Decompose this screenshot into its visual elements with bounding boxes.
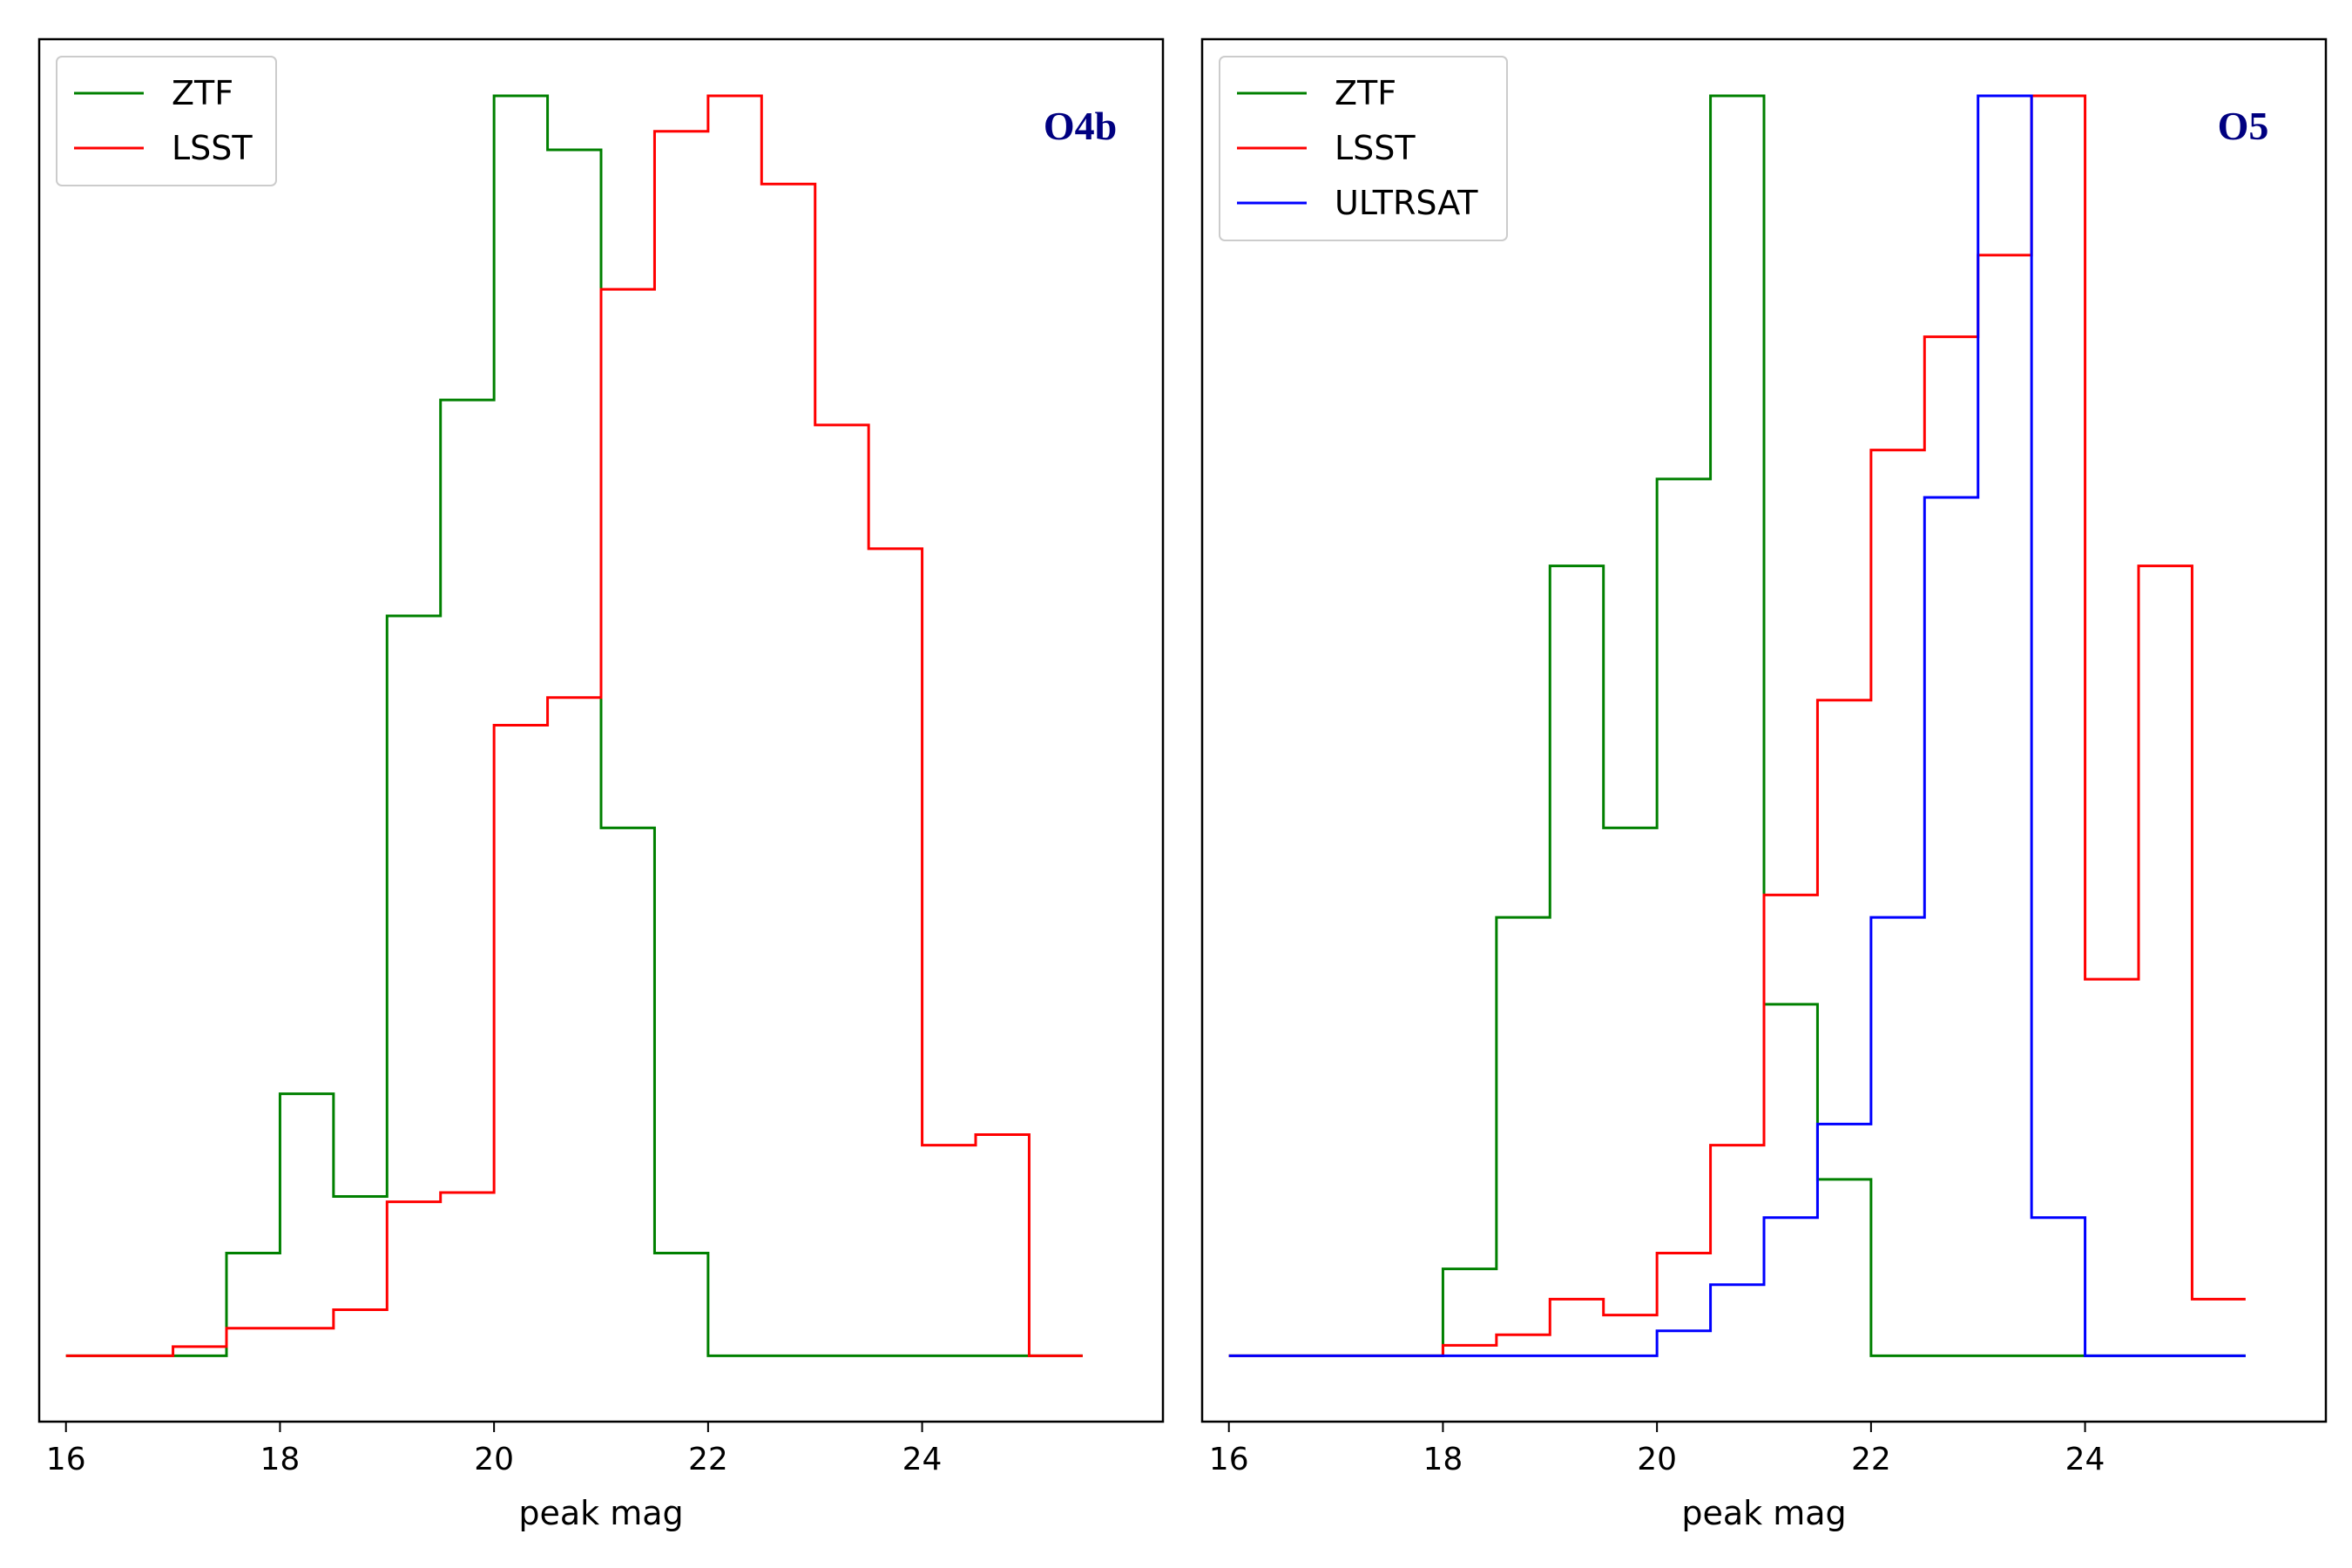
x-tick-label: 18 xyxy=(1423,1442,1463,1477)
series-lsst-line xyxy=(65,94,1083,1357)
legend-box xyxy=(1219,56,1508,241)
x-tick-label: 18 xyxy=(260,1442,301,1477)
run-label: O5 xyxy=(2218,104,2269,148)
legend-label-ztf: ZTF xyxy=(172,74,233,112)
series-ztf-line xyxy=(65,94,1083,1357)
x-tick-label: 24 xyxy=(902,1442,943,1477)
x-tick-label: 16 xyxy=(46,1442,86,1477)
x-tick-label: 24 xyxy=(2065,1442,2105,1477)
legend-label-ztf: ZTF xyxy=(1335,74,1396,112)
legend-label-lsst: LSST xyxy=(1335,129,1416,167)
panel-o4b: 16 18 20 22 24 peak mag O4b ZTF LSST xyxy=(37,37,1165,1532)
panel-o5: 16 18 20 22 24 peak mag O5 ZTF LSST ULTRSAT xyxy=(1200,37,2328,1532)
x-tick-label: 16 xyxy=(1209,1442,1249,1477)
x-axis-label: peak mag xyxy=(518,1494,683,1532)
axes-frame xyxy=(1200,37,2328,1423)
series-ultrsat-line xyxy=(1228,94,2246,1357)
x-tick-label: 22 xyxy=(1851,1442,1891,1477)
legend: ZTF LSST xyxy=(56,56,277,186)
x-tick-label: 20 xyxy=(474,1442,514,1477)
series-lsst-line xyxy=(1228,94,2246,1357)
x-tick-label: 22 xyxy=(688,1442,728,1477)
series-ztf-line xyxy=(1228,94,2246,1357)
x-tick-label: 20 xyxy=(1637,1442,1677,1477)
legend: ZTF LSST ULTRSAT xyxy=(1219,56,1508,241)
axes-frame xyxy=(37,37,1165,1423)
legend-label-ultrsat: ULTRSAT xyxy=(1335,184,1478,222)
legend-box xyxy=(56,56,277,186)
x-axis-label: peak mag xyxy=(1681,1494,1846,1532)
legend-label-lsst: LSST xyxy=(172,129,253,167)
run-label: O4b xyxy=(1044,104,1117,148)
